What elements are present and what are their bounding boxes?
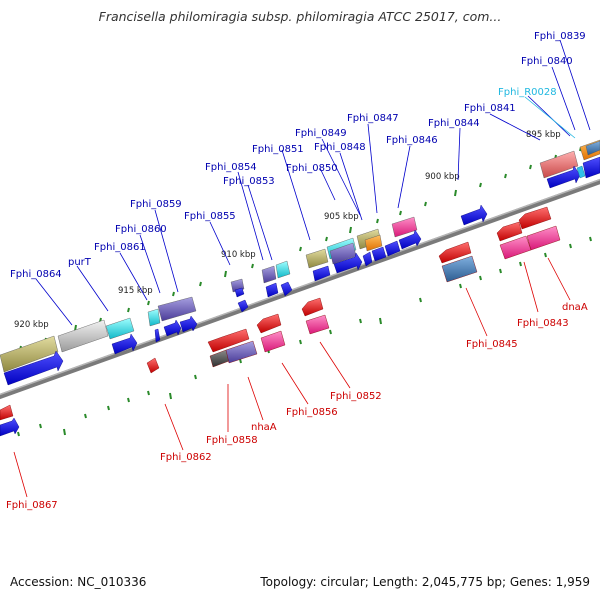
forward-gene [237,299,249,313]
gene-block [539,150,579,179]
forward-gene [398,229,422,250]
scale-label-905: 905 kbp [324,212,359,222]
reverse-gene [526,225,561,251]
gene-label-fphi-r0028: Fphi_R0028 [498,87,557,98]
gene-label-fphi-0862: Fphi_0862 [160,452,212,463]
map-title: Francisella philomiragia subsp. philomir… [98,9,502,24]
gene-label-fphi-0849: Fphi_0849 [295,128,347,139]
gene-block [391,216,418,238]
scale-labels: 920 kbp 915 kbp 910 kbp 905 kbp 900 kbp … [14,130,561,330]
reverse-gene [209,349,230,368]
gene-block [105,317,135,340]
forward-gene [265,282,279,298]
gene-label-fphi-0852: Fphi_0852 [330,391,382,402]
gene-label-fphi-0861: Fphi_0861 [94,242,146,253]
gene-label-fphi-0844: Fphi_0844 [428,118,480,129]
forward-gene [0,417,20,437]
scale-label-920: 920 kbp [14,320,49,330]
genome-summary-text: Topology: circular; Length: 2,045,775 bp… [260,575,590,589]
gene-label-fphi-0841: Fphi_0841 [464,103,516,114]
gene-label-dnaA: dnaA [562,302,588,313]
forward-gene-labels: Fphi_0839 Fphi_0840 Fphi_R0028 Fphi_0841… [10,31,586,280]
label-leaders-forward [35,39,591,326]
forward-gene [312,265,331,282]
forward-gene [362,251,373,267]
forward-gene [384,240,401,257]
reverse-gene [496,221,523,242]
gene-label-fphi-0864: Fphi_0864 [10,269,62,280]
inner-scale-ticks [17,236,592,437]
gene-label-fphi-0846: Fphi_0846 [386,135,438,146]
gene-label-fphi-0850: Fphi_0850 [286,163,338,174]
gene-label-fphi-0851: Fphi_0851 [252,144,304,155]
reverse-gene [256,313,282,334]
gene-label-fphi-0855: Fphi_0855 [184,211,236,222]
gene-label-fphi-0845: Fphi_0845 [466,339,518,350]
gene-block [364,234,383,252]
gene-block [57,319,109,353]
forward-gene [111,333,138,355]
reverse-gene [0,404,14,421]
scale-label-895: 895 kbp [526,130,561,140]
gene-label-fphi-0839: Fphi_0839 [534,31,586,42]
gene-label-fphi-0856: Fphi_0856 [286,407,338,418]
reverse-gene [518,206,552,230]
rna-leader [524,96,576,139]
reverse-gene [207,328,250,353]
gene-label-fphi-0843: Fphi_0843 [517,318,569,329]
accession-text: Accession: NC_010336 [10,575,147,589]
gene-label-fphi-0848: Fphi_0848 [314,142,366,153]
gene-label-fphi-0854: Fphi_0854 [205,162,257,173]
forward-gene [234,287,245,298]
reverse-gene [305,314,330,335]
gene-block [0,335,59,373]
gene-label-nhaA: nhaA [251,422,277,433]
reverse-gene [301,297,324,317]
reverse-gene [260,330,286,353]
rna-gene [576,165,586,179]
genome-backbone [0,178,600,400]
forward-gene [280,281,293,297]
forward-gene [546,165,581,189]
reverse-gene-labels: dnaA Fphi_0843 Fphi_0845 Fphi_0852 Fphi_… [6,302,588,511]
gene-label-purT: purT [68,257,92,268]
scale-label-900: 900 kbp [425,172,460,182]
forward-gene [163,319,182,337]
gene-block [275,260,291,279]
gene-class-blocks [0,139,600,373]
forward-gene [333,252,363,274]
forward-gene [154,328,161,343]
reverse-gene [225,340,258,364]
gene-block [261,265,277,284]
gene-label-fphi-0853: Fphi_0853 [223,176,275,187]
forward-gene [582,156,600,179]
reverse-gene [146,357,160,374]
reverse-gene [438,241,472,264]
gene-block [157,296,197,322]
scale-label-910: 910 kbp [221,250,256,260]
forward-gene [3,350,64,386]
gene-label-fphi-0858: Fphi_0858 [206,435,258,446]
gene-label-fphi-0860: Fphi_0860 [115,224,167,235]
gene-label-fphi-0859: Fphi_0859 [130,199,182,210]
forward-gene [179,315,198,333]
reverse-gene [441,255,478,283]
forward-genes [0,156,600,437]
gene-block [585,140,600,156]
scale-label-915: 915 kbp [118,286,153,296]
gene-block [305,248,329,269]
gene-label-fphi-0840: Fphi_0840 [521,56,573,67]
reverse-genes [0,206,561,421]
gene-label-fphi-0867: Fphi_0867 [6,500,58,511]
gene-block [147,308,161,327]
forward-gene [371,246,387,262]
gene-label-fphi-0847: Fphi_0847 [347,113,399,124]
label-leaders-reverse [13,257,571,498]
forward-gene [460,204,488,226]
